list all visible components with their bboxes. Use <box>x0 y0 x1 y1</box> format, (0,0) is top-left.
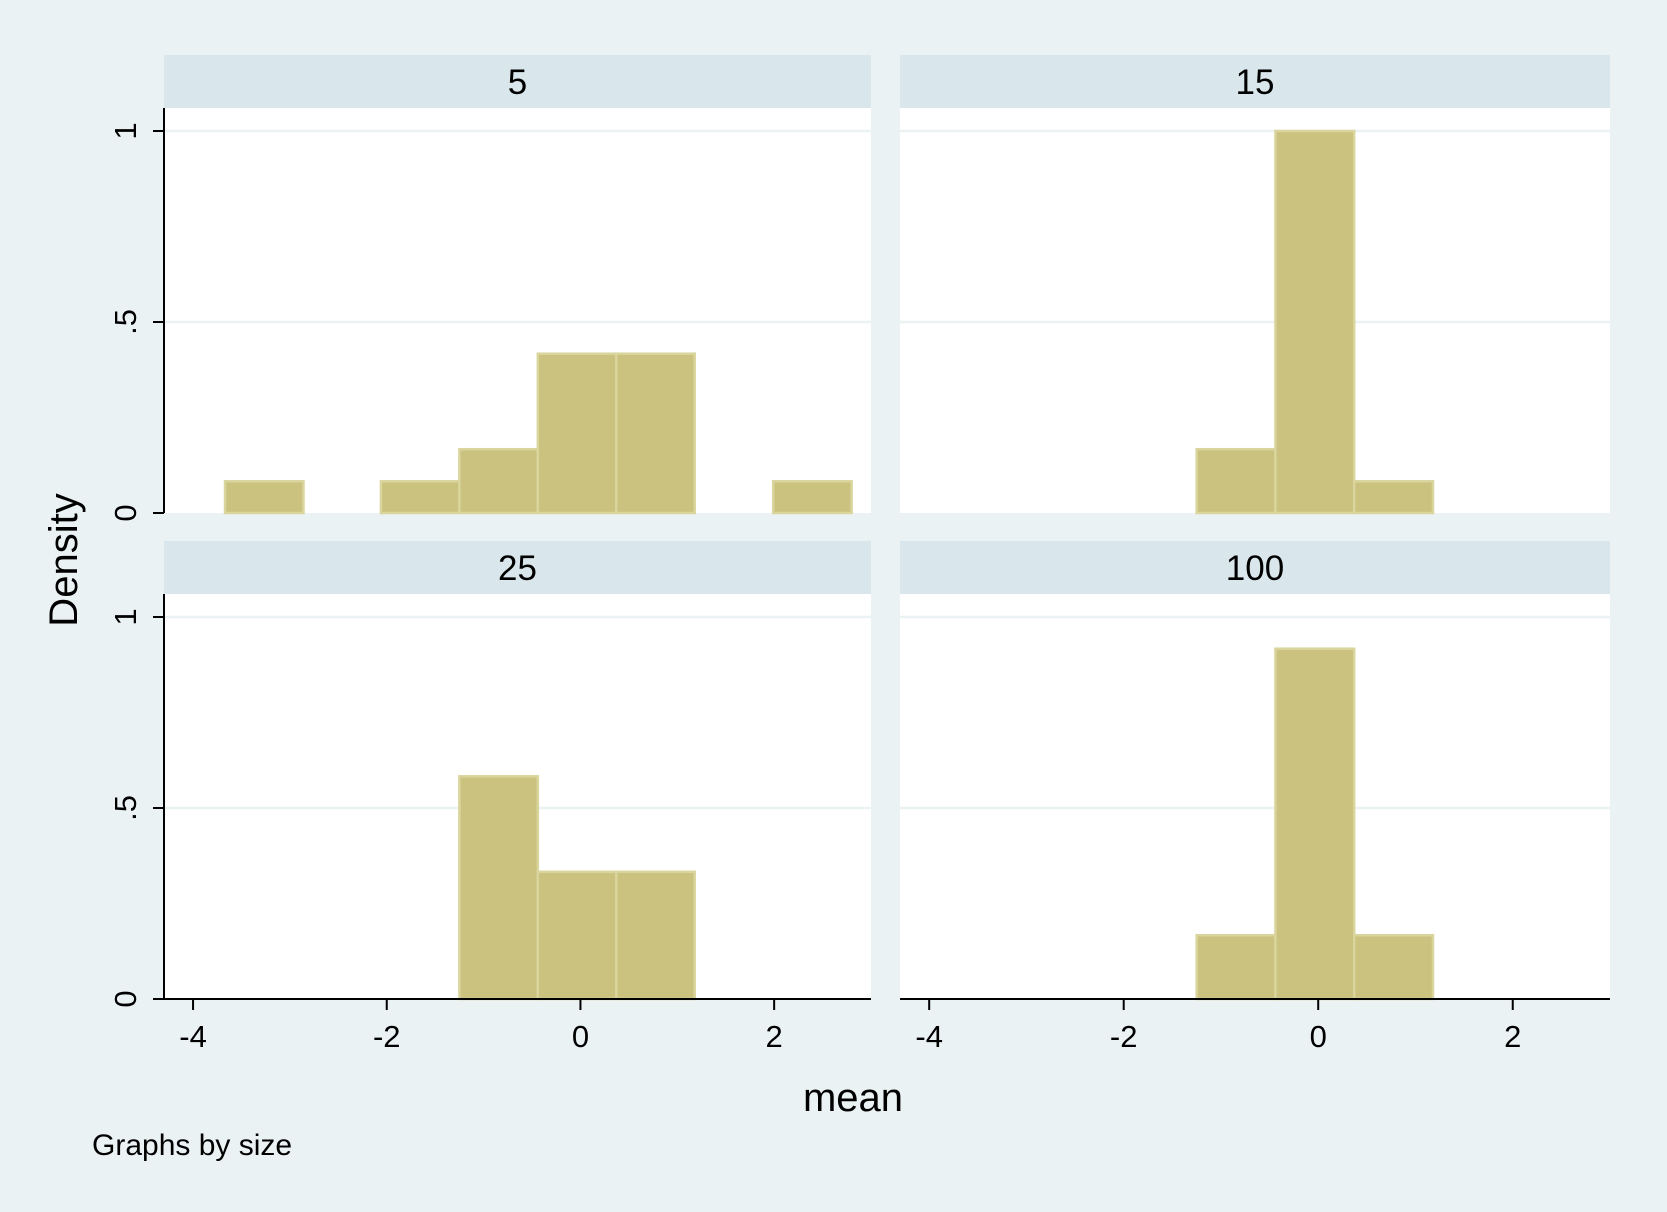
panels: 5 15 25 100 <box>164 55 1610 1001</box>
histogram-bar <box>1195 933 1277 1001</box>
plot-region <box>164 108 871 513</box>
y-tick-label: .5 <box>108 309 143 335</box>
panel-strip <box>900 55 1610 108</box>
histogram-bar <box>223 480 305 515</box>
x-tick-label: 2 <box>766 1019 783 1054</box>
x-tick-label: -2 <box>373 1019 401 1054</box>
histogram-bar <box>379 480 461 515</box>
x-tick-label: -2 <box>1110 1019 1138 1054</box>
panel-5: 5 <box>164 55 871 515</box>
panel-15: 15 <box>900 55 1610 515</box>
histogram-bar <box>1352 933 1435 1001</box>
histogram-bar <box>1274 129 1356 515</box>
histogram-bar <box>536 870 618 1001</box>
panel-100: 100 <box>900 541 1610 1001</box>
axes: 0 .5 1 0 .5 1 -4 -2 0 2 -4 -2 0 2 <box>108 108 1610 1054</box>
panel-label: 15 <box>1236 63 1275 102</box>
histogram-bar <box>771 480 853 515</box>
panel-strip <box>900 541 1610 594</box>
panel-strip <box>164 541 871 594</box>
plot-region <box>900 594 1610 999</box>
histogram-bar <box>1274 647 1356 1001</box>
y-axis-title: Density <box>42 493 86 626</box>
histogram-bar <box>536 352 618 515</box>
x-tick-label: 0 <box>572 1019 589 1054</box>
x-tick-label: 0 <box>1310 1019 1327 1054</box>
panel-label: 25 <box>498 549 537 588</box>
x-tick-label: -4 <box>915 1019 943 1054</box>
panel-strip <box>164 55 871 108</box>
graph-note: Graphs by size <box>92 1129 292 1162</box>
y-tick-label: 0 <box>108 504 143 521</box>
plot-region <box>900 108 1610 513</box>
x-tick-label: 2 <box>1504 1019 1521 1054</box>
panel-label: 5 <box>508 63 527 102</box>
y-tick-label: .5 <box>108 795 143 821</box>
histogram-bar <box>458 775 540 1001</box>
panel-25: 25 <box>164 541 871 1001</box>
histogram-bar <box>1352 480 1435 515</box>
histogram-bar <box>615 352 696 515</box>
histogram-bar <box>458 447 540 515</box>
y-tick-label: 1 <box>108 122 143 139</box>
y-tick-label: 0 <box>108 990 143 1007</box>
panel-label: 100 <box>1226 549 1284 588</box>
y-tick-label: 1 <box>108 608 143 625</box>
x-axis-title: mean <box>803 1076 903 1120</box>
histogram-bar <box>615 870 696 1001</box>
histogram-bar <box>1195 447 1277 515</box>
x-tick-label: -4 <box>179 1019 207 1054</box>
